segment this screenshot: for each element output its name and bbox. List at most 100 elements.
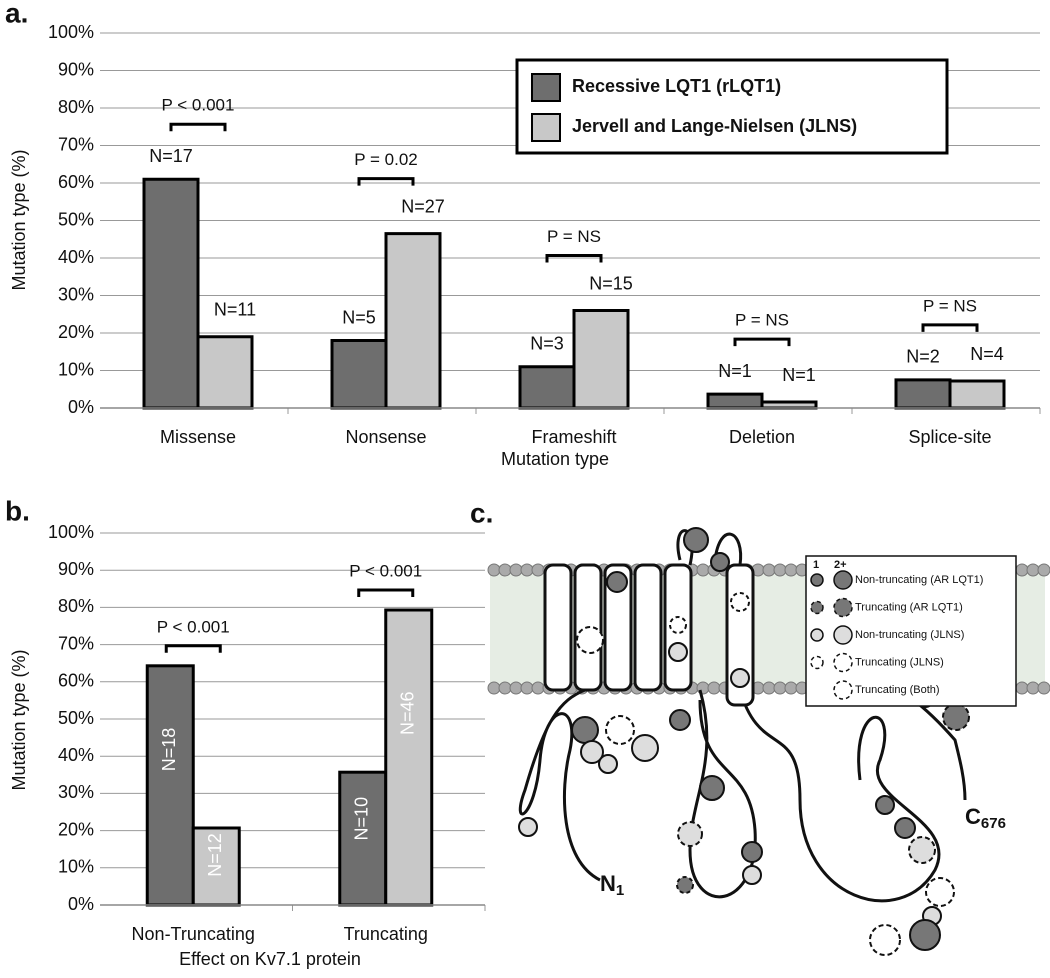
y-tick-label: 80% <box>58 97 94 117</box>
y-tick-label: 20% <box>58 819 94 839</box>
lipid-head <box>784 681 798 695</box>
lipid-head <box>531 563 545 577</box>
x-tick-label: Deletion <box>729 427 795 447</box>
bar-count-label: N=3 <box>530 334 564 354</box>
lipid-head <box>1037 563 1050 577</box>
legend-dot <box>810 628 824 642</box>
panel-label: b. <box>5 495 30 526</box>
bar <box>338 770 388 907</box>
legend-dot <box>833 570 853 590</box>
legend-dot <box>833 597 853 618</box>
bar <box>572 309 630 410</box>
x-axis-title: Effect on Kv7.1 protein <box>179 949 361 969</box>
x-tick-label: Nonsense <box>345 427 426 447</box>
legend-label: Truncating (JLNS) <box>855 656 944 668</box>
bar-count-label: N=4 <box>970 344 1004 364</box>
significance-bracket <box>164 644 222 653</box>
n-terminus-index: 1 <box>616 882 624 899</box>
legend-swatch <box>531 113 561 142</box>
lipid-head <box>487 681 501 695</box>
legend-box <box>515 58 949 155</box>
x-tick-label: Truncating <box>344 924 428 944</box>
y-axis-title: Mutation type (%) <box>9 149 29 290</box>
legend-dot <box>833 652 853 673</box>
y-tick-label: 80% <box>58 596 94 616</box>
lipid-head <box>696 563 710 577</box>
legend-label: Jervell and Lange-Nielsen (JLNS) <box>572 116 857 136</box>
bar-count-label: N=5 <box>342 307 376 327</box>
y-tick-label: 50% <box>58 209 94 229</box>
lipid-head <box>1026 681 1040 695</box>
significance-bracket <box>357 588 415 598</box>
y-tick-label: 30% <box>58 284 94 304</box>
y-tick-label: 60% <box>58 671 94 691</box>
lipid-head <box>509 563 523 577</box>
bar <box>894 378 952 410</box>
p-value-label: P < 0.001 <box>162 96 235 115</box>
x-tick-label: Missense <box>160 427 236 447</box>
legend-label: Non-truncating (AR LQT1) <box>855 574 983 586</box>
x-tick-label: Frameshift <box>531 427 616 447</box>
lipid-head <box>1037 681 1050 695</box>
p-value-label: P = NS <box>923 296 977 315</box>
chain <box>676 529 743 566</box>
x-tick-label: Splice-site <box>908 427 991 447</box>
bar <box>145 664 195 907</box>
lipid-head <box>1015 563 1029 577</box>
y-tick-label: 90% <box>58 559 94 579</box>
bar <box>760 400 818 410</box>
y-axis-title: Mutation type (%) <box>9 649 29 790</box>
p-value-label: P = NS <box>735 311 789 330</box>
lipid-head <box>773 681 787 695</box>
y-tick-label: 70% <box>58 633 94 653</box>
legend-dot <box>833 625 853 645</box>
lipid-head <box>762 563 776 577</box>
bar-count-label: N=15 <box>589 273 633 293</box>
lipid-head <box>707 681 721 695</box>
y-tick-label: 10% <box>58 857 94 877</box>
significance-bracket <box>921 323 979 332</box>
bar <box>384 232 442 410</box>
bar-count-label: N=12 <box>205 833 225 877</box>
y-tick-label: 30% <box>58 782 94 802</box>
bar <box>518 365 576 410</box>
lipid-head <box>784 563 798 577</box>
bar <box>330 339 388 410</box>
significance-bracket <box>733 337 791 347</box>
legend-dot <box>810 573 824 587</box>
chain <box>518 688 601 882</box>
membrane-diagram <box>487 527 1050 956</box>
lipid-head <box>531 681 545 695</box>
p-value-label: P = NS <box>547 227 601 246</box>
bar-count-label: N=11 <box>214 300 256 320</box>
bar <box>706 392 764 410</box>
lipid-head <box>1026 563 1040 577</box>
bar-count-label: N=46 <box>398 691 418 735</box>
bar-count-label: N=2 <box>906 347 940 367</box>
y-tick-label: 90% <box>58 59 94 79</box>
c-terminus-letter: C <box>965 804 981 829</box>
y-tick-label: 40% <box>58 745 94 765</box>
lipid-head <box>487 563 501 577</box>
legend-header: 1 <box>813 559 819 571</box>
legend-dot <box>810 600 824 615</box>
bar <box>142 177 200 410</box>
legend-label: Truncating (AR LQT1) <box>855 601 963 613</box>
significance-bracket <box>169 122 227 132</box>
y-tick-label: 50% <box>58 708 94 728</box>
legend-dot <box>833 680 853 700</box>
legend-label: Truncating (Both) <box>855 684 940 696</box>
y-tick-label: 20% <box>58 322 94 342</box>
significance-bracket <box>357 177 415 186</box>
bar-count-label: N=27 <box>401 196 445 216</box>
y-tick-label: 70% <box>58 134 94 154</box>
n-terminus-letter: N <box>600 871 616 896</box>
lipid-head <box>1015 681 1029 695</box>
legend-label: Non-truncating (JLNS) <box>855 629 964 641</box>
lipid-head <box>498 681 512 695</box>
p-value-label: P < 0.001 <box>157 617 230 636</box>
c-terminus: C676 <box>965 804 1006 832</box>
chain <box>738 689 941 903</box>
